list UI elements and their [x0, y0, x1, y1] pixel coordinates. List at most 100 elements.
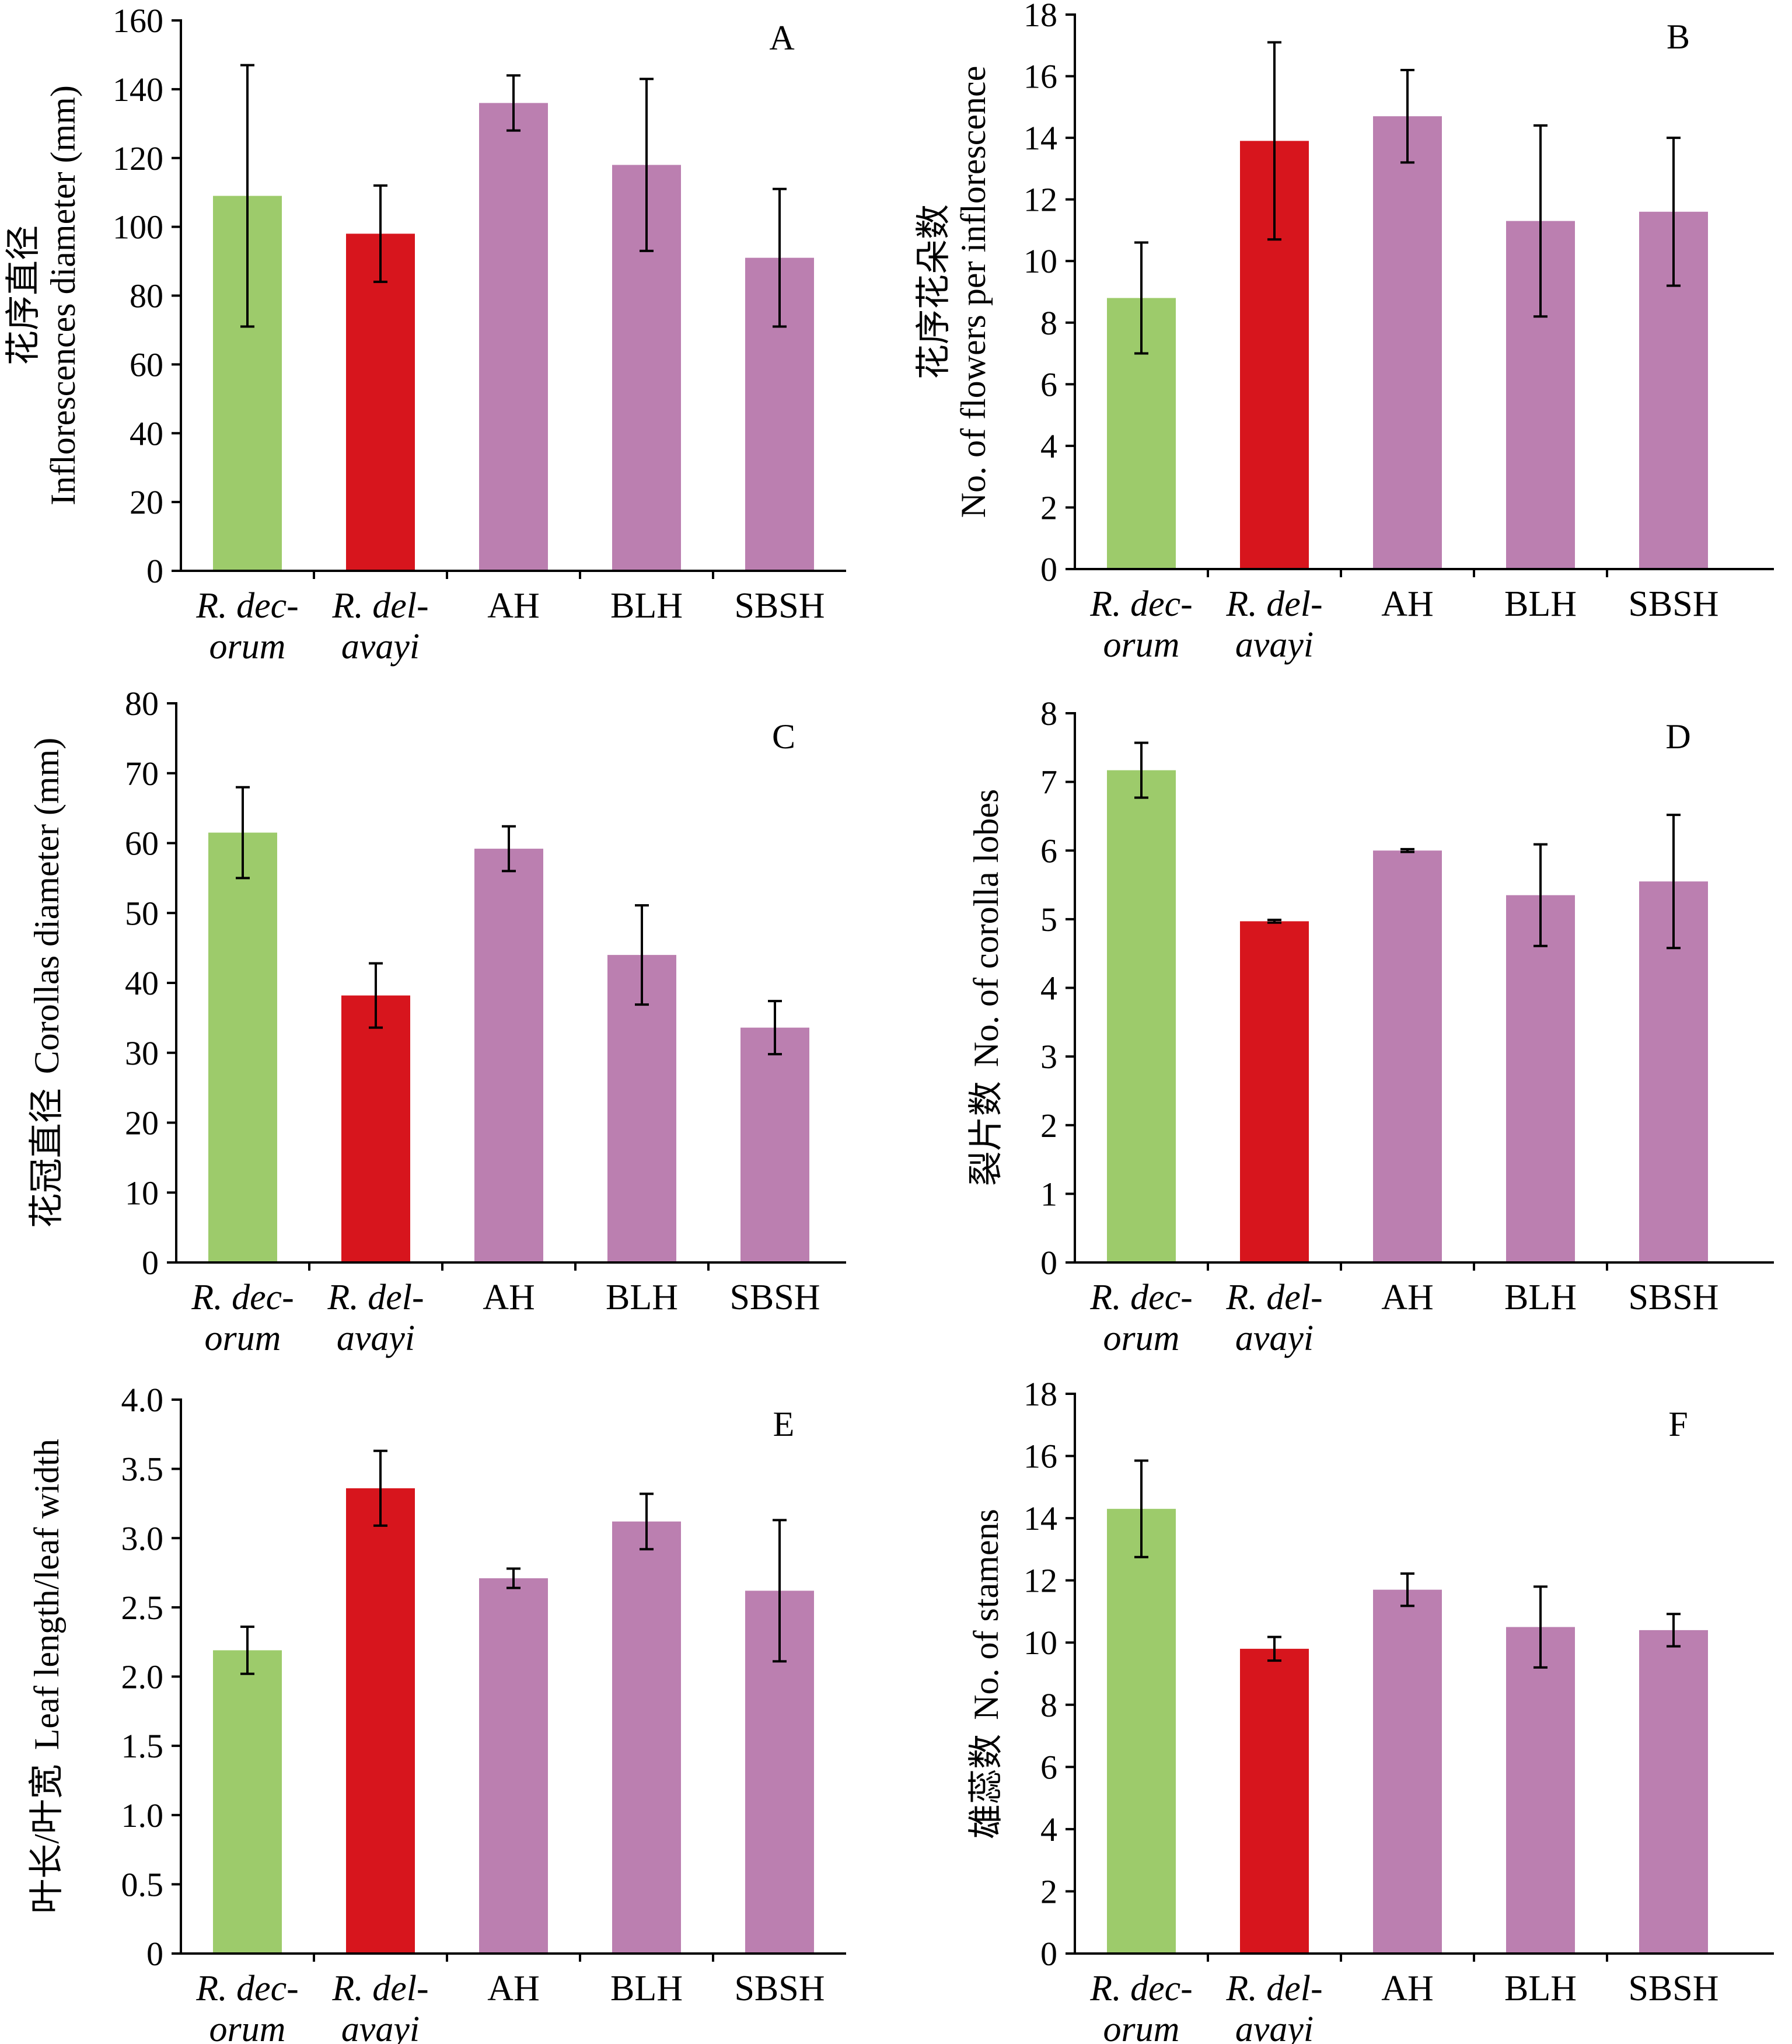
category-label: AH	[487, 1969, 540, 2008]
category-label: avayi	[1235, 1319, 1314, 1358]
y-tick-label: 1.5	[121, 1727, 164, 1765]
y-axis-title-en: Inflorescences diameter (mm)	[44, 85, 82, 505]
y-tick-label: 120	[113, 139, 163, 177]
category-label: SBSH	[734, 586, 825, 626]
y-axis-title: 叶长/叶宽 Leaf length/leaf width	[27, 1439, 66, 1914]
category-label: R. dec-	[191, 1278, 294, 1317]
y-tick-label: 3.5	[121, 1450, 164, 1488]
panel-letter: B	[1667, 18, 1690, 56]
y-tick-label: 2.5	[121, 1589, 164, 1627]
bar	[479, 1578, 548, 1954]
category-label: orum	[1103, 1319, 1180, 1358]
category-label: SBSH	[729, 1278, 820, 1317]
y-tick-label: 6	[1040, 365, 1057, 403]
y-tick-label: 80	[125, 685, 159, 723]
category-label: AH	[487, 586, 540, 626]
category-label: SBSH	[1628, 584, 1718, 624]
y-axis-title-zh: 花序花朵数	[914, 204, 953, 379]
y-tick-label: 20	[130, 483, 163, 521]
y-tick-label: 1	[1040, 1175, 1057, 1213]
panel-letter: E	[773, 1405, 795, 1443]
y-tick-label: 4.0	[121, 1381, 164, 1419]
y-axis-title: 雄蕊数 No. of stamens	[967, 1509, 1005, 1839]
y-axis-title: 花冠直径 Corollas diameter (mm)	[27, 738, 66, 1229]
bar	[474, 849, 543, 1262]
y-tick-label: 14	[1023, 1499, 1057, 1537]
y-tick-label: 10	[1023, 242, 1057, 280]
panel-letter: C	[772, 717, 795, 756]
y-tick-label: 0.5	[121, 1865, 164, 1903]
y-tick-label: 3.0	[121, 1519, 164, 1557]
bar	[1107, 770, 1176, 1262]
y-tick-label: 5	[1040, 901, 1057, 939]
panel-letter: A	[769, 19, 794, 57]
category-label: AH	[483, 1278, 535, 1317]
panel-e: R. dec-orum R. del-avayi AH BLH SBSH 0 0.5 1.0 1…	[27, 1381, 846, 2044]
y-tick-label: 6	[1040, 832, 1057, 870]
y-tick-label: 0	[146, 1935, 163, 1973]
bar	[479, 103, 548, 571]
y-tick-label: 6	[1040, 1748, 1057, 1786]
y-axis-title-en: No. of flowers per inflorescence	[954, 66, 993, 518]
y-axis-title-en: Corollas diameter (mm)	[27, 738, 66, 1075]
bar	[341, 995, 410, 1262]
bar	[208, 832, 277, 1262]
category-label: R. dec-	[1089, 584, 1193, 624]
y-axis-title-en: No. of stamens	[967, 1509, 1005, 1720]
y-tick-label: 20	[125, 1104, 159, 1142]
category-label: orum	[1103, 2010, 1180, 2044]
category-label: avayi	[1235, 2010, 1314, 2044]
category-label: BLH	[1504, 584, 1577, 624]
y-tick-label: 7	[1040, 763, 1057, 801]
y-tick-label: 4	[1040, 969, 1057, 1007]
category-label: R. del-	[1225, 1969, 1322, 2008]
panel-f: R. dec-orum R. del-avayi AH BLH SBSH 0 2 4 6 8 10 1…	[967, 1375, 1774, 2044]
category-label: BLH	[1504, 1969, 1577, 2008]
category-label: R. dec-	[1089, 1969, 1193, 2008]
category-label: R. del-	[1225, 1278, 1322, 1317]
y-tick-label: 10	[1023, 1624, 1057, 1662]
category-label: R. del-	[1225, 584, 1322, 624]
y-tick-label: 8	[1040, 304, 1057, 342]
category-label: R. del-	[327, 1278, 424, 1317]
category-label: R. del-	[331, 586, 428, 626]
y-axis-title-zh: 花冠直径	[27, 1088, 66, 1228]
bar	[1506, 895, 1575, 1262]
y-tick-label: 18	[1023, 1375, 1057, 1413]
category-label: R. del-	[331, 1969, 428, 2008]
y-tick-label: 10	[125, 1174, 159, 1212]
y-axis-title: 花序花朵数No. of flowers per inflorescence	[914, 66, 993, 518]
y-tick-label: 0	[1040, 550, 1057, 588]
category-label: SBSH	[734, 1969, 825, 2008]
y-tick-label: 0	[146, 552, 163, 590]
panel-d: R. dec-orum R. del-avayi AH BLH SBSH 0 1 2 3 4 5 6 7…	[967, 695, 1774, 1358]
category-label: BLH	[610, 586, 683, 626]
category-label: SBSH	[1628, 1969, 1718, 2008]
y-tick-label: 40	[125, 964, 159, 1002]
category-label: avayi	[341, 627, 420, 667]
category-label: avayi	[341, 2010, 420, 2044]
y-axis-title: 裂片数 No. of corolla lobes	[967, 789, 1005, 1187]
y-tick-label: 2.0	[121, 1658, 164, 1696]
category-label: R. dec-	[1089, 1278, 1193, 1317]
y-tick-label: 14	[1023, 119, 1057, 157]
y-tick-label: 50	[125, 894, 159, 932]
category-label: BLH	[1504, 1278, 1577, 1317]
y-axis-title-en: Leaf length/leaf width	[27, 1439, 66, 1750]
y-tick-label: 3	[1040, 1038, 1057, 1076]
y-tick-label: 2	[1040, 489, 1057, 526]
y-tick-label: 30	[125, 1034, 159, 1072]
y-tick-label: 1.0	[121, 1797, 164, 1834]
bar	[612, 1521, 681, 1954]
bar	[1107, 1509, 1176, 1954]
bar	[1240, 921, 1309, 1262]
bar	[1373, 116, 1442, 569]
y-tick-label: 16	[1023, 58, 1057, 96]
category-label: R. dec-	[195, 1969, 299, 2008]
bar	[1506, 1627, 1575, 1954]
category-label: orum	[209, 627, 286, 667]
category-label: orum	[205, 1319, 281, 1358]
bar	[213, 1650, 282, 1954]
y-tick-label: 12	[1023, 181, 1057, 219]
